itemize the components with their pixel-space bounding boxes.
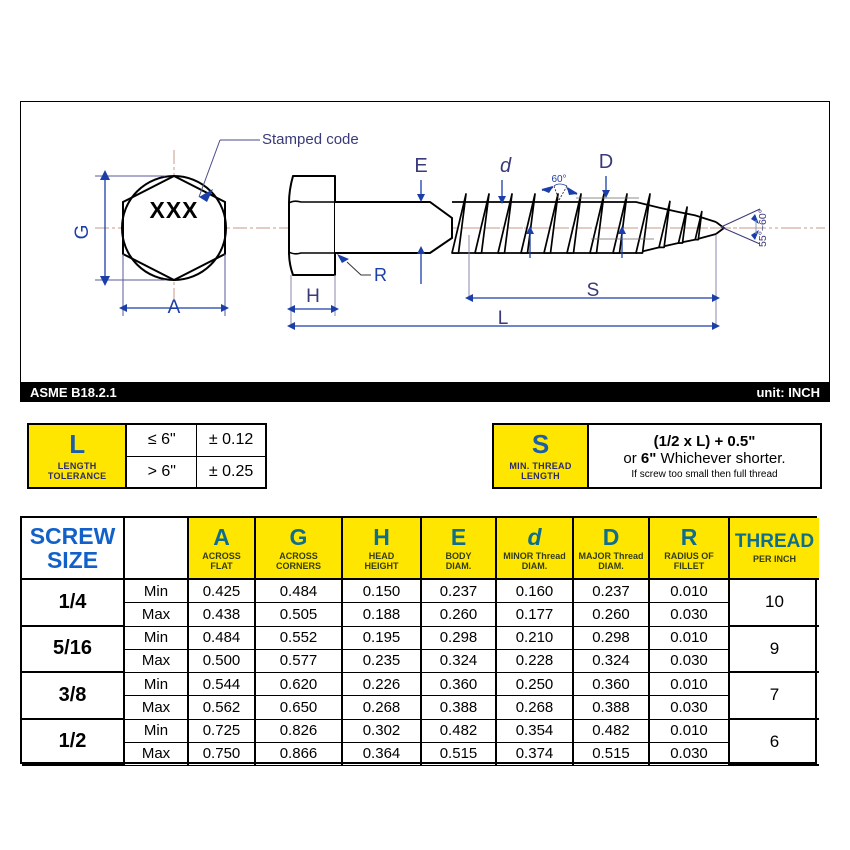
svg-text:G: G bbox=[72, 225, 93, 240]
svg-text:E: E bbox=[414, 155, 427, 177]
svg-text:XXX: XXX bbox=[149, 197, 198, 223]
svg-text:A: A bbox=[168, 297, 181, 318]
svg-text:Stamped code: Stamped code bbox=[262, 131, 359, 148]
svg-text:R: R bbox=[374, 265, 387, 285]
svg-text:55°~60°: 55°~60° bbox=[757, 209, 769, 247]
svg-text:60°: 60° bbox=[551, 174, 566, 185]
svg-text:d: d bbox=[500, 155, 512, 177]
svg-text:H: H bbox=[306, 286, 320, 307]
svg-text:S: S bbox=[587, 280, 600, 301]
svg-text:D: D bbox=[599, 151, 613, 173]
svg-text:L: L bbox=[498, 308, 509, 329]
